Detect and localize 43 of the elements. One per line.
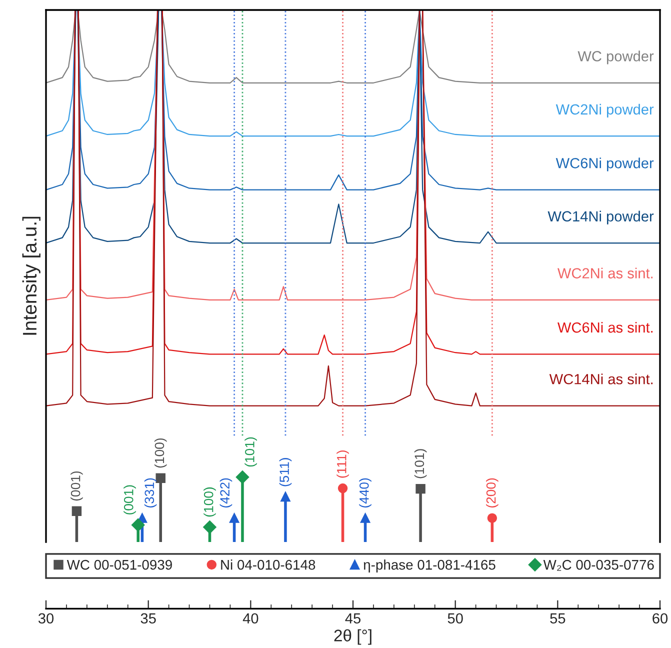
x-tick-label: 50 xyxy=(448,613,463,624)
series-label: WC powder xyxy=(578,50,654,64)
x-tick-label: 40 xyxy=(242,613,258,624)
x-tick-label: 35 xyxy=(140,613,156,624)
legend-label: WC 00-051-0939 xyxy=(66,560,172,570)
legend-label: W₂C 00-035-0776 xyxy=(543,560,654,571)
series-label: WC14Ni as sint. xyxy=(549,374,653,384)
point xyxy=(360,513,370,523)
annotation: (422) xyxy=(220,478,232,508)
point xyxy=(132,518,145,532)
point xyxy=(156,473,166,484)
x-tick-label: 45 xyxy=(345,613,360,624)
series-label: WC2Ni powder xyxy=(556,104,654,118)
point xyxy=(72,506,82,516)
point xyxy=(280,492,290,502)
x-tick-label: 60 xyxy=(652,613,668,624)
point xyxy=(203,520,216,534)
series-label: WC6Ni as sint. xyxy=(557,322,653,333)
annotation: (440) xyxy=(359,478,372,508)
annotation: (001) xyxy=(124,485,136,514)
annotation: (101) xyxy=(414,449,427,478)
point xyxy=(236,470,250,484)
series-label: WC2Ni as sint. xyxy=(557,268,653,278)
y-axis-title: Intensity [a.u.] xyxy=(22,216,40,335)
legend-label: Ni 04-010-6148 xyxy=(221,560,316,570)
annotation: (511) xyxy=(279,458,292,486)
x-tick-label: 55 xyxy=(550,613,566,624)
x-axis-title: 2θ [°] xyxy=(334,629,372,645)
point xyxy=(338,483,348,494)
annotation: (111) xyxy=(336,450,349,478)
annotation: (331) xyxy=(144,478,157,508)
annotation: (100) xyxy=(204,487,216,517)
point xyxy=(487,513,498,523)
series-label: WC14Ni powder xyxy=(548,210,654,224)
annotation: (001) xyxy=(70,471,83,501)
annotation: (200) xyxy=(486,478,498,508)
legend-label: η-phase 01-081-4165 xyxy=(364,560,496,572)
point xyxy=(229,513,240,523)
series-label: WC6Ni powder xyxy=(556,158,654,172)
point xyxy=(416,484,426,494)
annotation: (101) xyxy=(244,437,257,467)
x-tick-label: 30 xyxy=(38,613,54,624)
annotation: (100) xyxy=(154,438,167,468)
